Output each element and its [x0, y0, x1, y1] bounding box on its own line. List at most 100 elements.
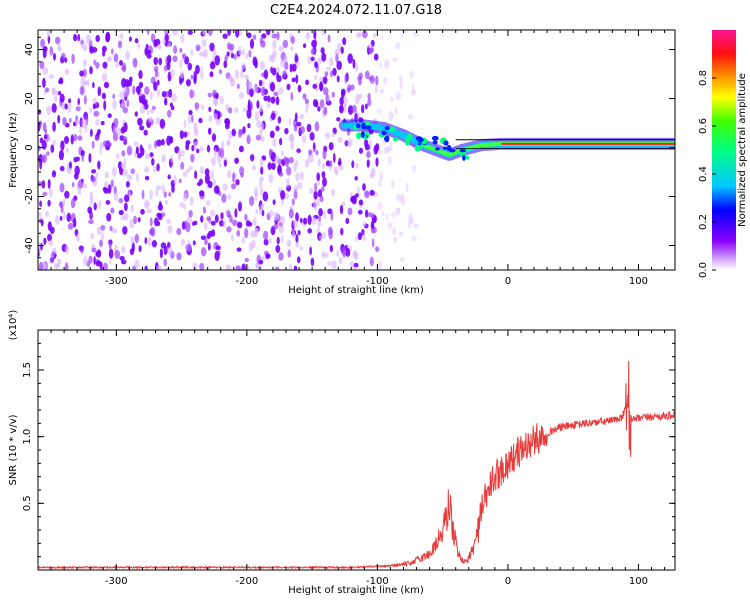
noise-speckle	[291, 198, 295, 206]
noise-speckle	[317, 189, 323, 198]
noise-speckle	[320, 186, 325, 192]
noise-speckle	[47, 199, 51, 207]
noise-speckle	[289, 134, 295, 142]
noise-speckle	[252, 217, 257, 227]
noise-speckle	[292, 229, 295, 239]
noise-speckle	[38, 211, 42, 218]
noise-speckle	[260, 86, 266, 97]
noise-speckle	[210, 220, 216, 226]
noise-speckle	[200, 215, 204, 223]
noise-speckle	[207, 127, 212, 135]
noise-speckle	[293, 265, 298, 270]
noise-speckle	[149, 152, 154, 158]
noise-speckle	[184, 220, 188, 230]
noise-speckle	[296, 256, 301, 264]
noise-speckle	[137, 152, 143, 159]
noise-speckle	[119, 60, 123, 66]
noise-speckle	[317, 106, 321, 112]
noise-speckle	[166, 218, 172, 225]
noise-speckle	[191, 114, 194, 123]
noise-speckle	[201, 51, 206, 57]
noise-speckle	[142, 98, 148, 105]
noise-speckle	[115, 153, 120, 160]
noise-speckle	[179, 149, 185, 157]
noise-speckle	[341, 90, 345, 99]
noise-speckle	[272, 50, 277, 58]
noise-speckle	[143, 166, 150, 173]
noise-speckle	[303, 217, 308, 225]
signal-blob	[432, 140, 438, 145]
noise-speckle	[188, 109, 193, 116]
noise-speckle	[272, 39, 277, 50]
noise-speckle	[95, 171, 99, 179]
noise-speckle	[385, 213, 389, 222]
noise-speckle	[299, 171, 304, 181]
noise-speckle	[212, 178, 217, 186]
noise-speckle	[357, 112, 361, 119]
noise-speckle	[167, 42, 172, 47]
noise-speckle	[130, 168, 135, 175]
noise-speckle	[331, 189, 336, 197]
noise-speckle	[235, 265, 241, 270]
noise-speckle	[124, 202, 128, 212]
noise-speckle	[352, 58, 356, 69]
signal-blob	[442, 146, 448, 150]
noise-speckle	[75, 119, 80, 126]
noise-speckle	[146, 208, 152, 214]
noise-speckle	[212, 48, 217, 58]
noise-speckle	[395, 207, 401, 216]
noise-speckle	[370, 212, 375, 219]
noise-speckle	[322, 231, 327, 240]
noise-speckle	[218, 162, 222, 168]
noise-speckle	[252, 86, 259, 94]
noise-speckle	[59, 165, 65, 172]
noise-speckle	[186, 131, 190, 137]
noise-speckle	[138, 70, 143, 79]
noise-speckle	[280, 150, 284, 157]
noise-speckle	[260, 166, 264, 175]
noise-speckle	[108, 242, 112, 250]
noise-speckle	[99, 239, 103, 248]
noise-speckle	[254, 59, 258, 69]
noise-speckle	[173, 45, 178, 54]
noise-speckle	[276, 31, 280, 41]
noise-speckle	[180, 33, 185, 43]
noise-speckle	[192, 262, 198, 270]
noise-speckle	[349, 261, 355, 268]
noise-speckle	[288, 156, 294, 164]
noise-speckle	[144, 86, 150, 95]
spectrogram-xlabel: Height of straight line (km)	[288, 285, 424, 296]
noise-speckle	[255, 263, 261, 269]
noise-speckle	[59, 215, 63, 221]
noise-speckle	[238, 201, 242, 212]
noise-speckle	[344, 73, 348, 84]
noise-speckle	[366, 159, 370, 168]
noise-speckle	[318, 208, 323, 217]
noise-speckle	[248, 241, 253, 252]
noise-speckle	[302, 93, 307, 100]
signal-blob	[356, 132, 362, 139]
noise-speckle	[317, 158, 321, 167]
noise-speckle	[235, 179, 240, 186]
noise-speckle	[82, 68, 87, 78]
noise-speckle	[273, 91, 279, 97]
noise-speckle	[224, 54, 228, 63]
noise-speckle	[282, 39, 289, 49]
signal-blob	[405, 141, 410, 146]
noise-speckle	[213, 185, 220, 194]
signal-blob	[365, 125, 372, 130]
noise-speckle	[379, 88, 384, 95]
noise-speckle	[73, 33, 78, 42]
noise-speckle	[187, 243, 192, 253]
noise-speckle	[103, 188, 109, 194]
noise-speckle	[380, 35, 384, 41]
noise-speckle	[229, 43, 235, 51]
noise-speckle	[209, 61, 216, 70]
noise-speckle	[226, 226, 232, 233]
signal-blob	[389, 126, 396, 132]
noise-speckle	[394, 106, 398, 116]
chart-title: C2E4.2024.072.11.07.G18	[270, 3, 442, 18]
noise-speckle	[139, 92, 143, 97]
noise-speckle	[137, 88, 141, 96]
noise-speckle	[227, 170, 232, 179]
